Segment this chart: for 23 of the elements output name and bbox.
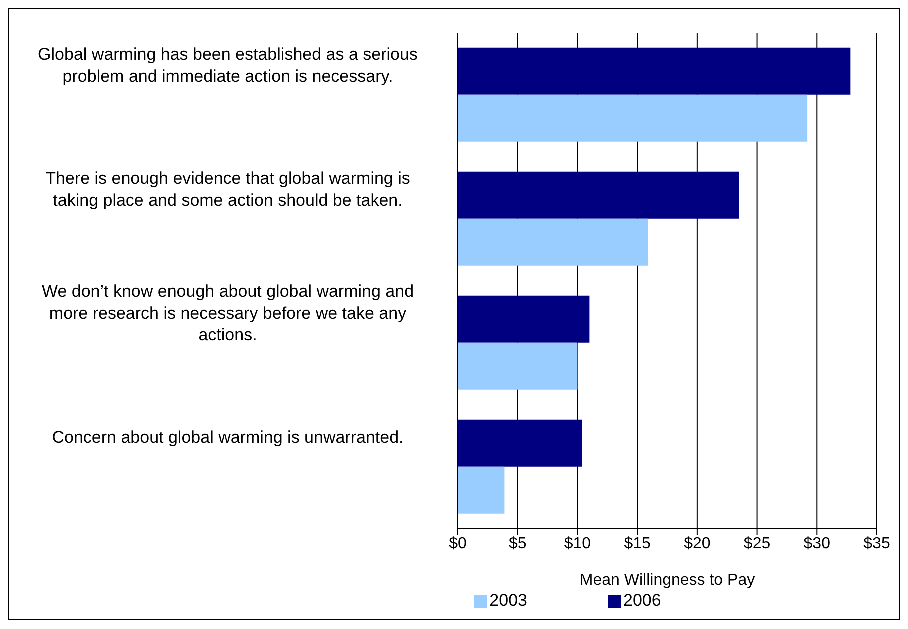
y-tick-label: There is enough evidence that global warming is taking place and some action should be taken. xyxy=(46,169,410,210)
x-tick-label: $10 xyxy=(564,535,592,552)
x-tick-label: $15 xyxy=(624,535,652,552)
bar xyxy=(458,94,808,142)
y-tick-label: We don’t know enough about global warming and more research is necessary before we take any actions. xyxy=(42,282,414,345)
legend-label: 2003 xyxy=(488,591,528,611)
x-tick-label: $30 xyxy=(804,535,831,552)
y-tick-label: Global warming has been established as a serious problem and immediate action is necessary. xyxy=(38,45,418,86)
bar xyxy=(458,48,851,95)
bar xyxy=(458,218,648,266)
x-tick-label: $20 xyxy=(684,535,711,552)
x-tick-label: $0 xyxy=(449,535,467,552)
x-tick-label: $35 xyxy=(864,535,890,552)
bar xyxy=(458,466,505,514)
legend-label: 2006 xyxy=(622,591,662,611)
x-tick-label: $25 xyxy=(744,535,771,552)
x-axis-title: Mean Willingness to Pay xyxy=(580,572,756,589)
bar xyxy=(458,420,583,467)
y-tick-label: Concern about global warming is unwarranted. xyxy=(52,428,404,447)
bar xyxy=(458,342,578,390)
bar xyxy=(458,296,590,343)
bar xyxy=(458,172,740,219)
x-tick-label: $5 xyxy=(508,535,527,552)
